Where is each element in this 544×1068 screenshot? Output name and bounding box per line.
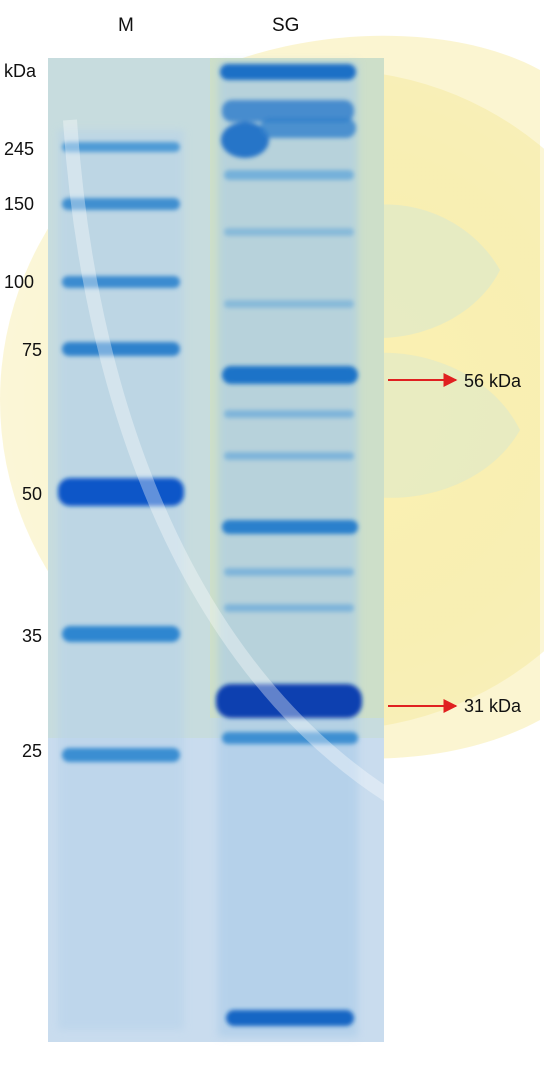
marker-size-label: 50 (22, 484, 43, 504)
marker-size-label: 35 (22, 626, 43, 646)
lane-label-sample: SG (272, 15, 300, 36)
marker-lane (58, 130, 184, 1030)
marker-size-label: 150 (4, 194, 35, 214)
unit-label: kDa (4, 61, 37, 81)
marker-size-label: 75 (22, 340, 43, 360)
lane-label-marker: M (118, 15, 134, 36)
sample-band (216, 64, 362, 1026)
marker-size-label: 100 (4, 272, 35, 292)
sample-lane (216, 62, 362, 1037)
band-annotation-31kda: 31 kDa (464, 696, 522, 716)
band-annotation-56kda: 56 kDa (464, 371, 522, 391)
marker-size-label: 245 (4, 139, 35, 159)
marker-band (58, 142, 184, 762)
watermark-arc (63, 119, 434, 827)
marker-size-label: 25 (22, 741, 43, 761)
